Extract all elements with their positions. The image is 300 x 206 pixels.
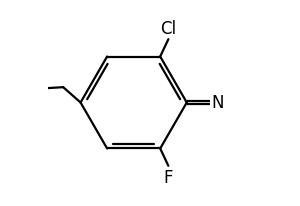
- Text: F: F: [164, 169, 173, 186]
- Text: N: N: [212, 94, 224, 112]
- Text: Cl: Cl: [160, 20, 176, 37]
